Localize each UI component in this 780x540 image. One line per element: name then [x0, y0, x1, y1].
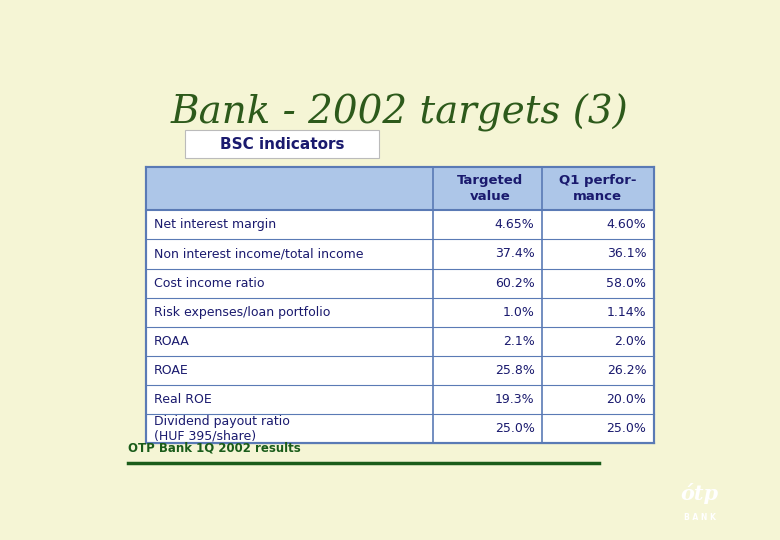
Text: 2.1%: 2.1%: [503, 335, 534, 348]
Text: 60.2%: 60.2%: [495, 276, 534, 289]
Text: Dividend payout ratio
(HUF 395/share): Dividend payout ratio (HUF 395/share): [154, 415, 289, 443]
Text: 2.0%: 2.0%: [615, 335, 647, 348]
Text: BSC indicators: BSC indicators: [220, 137, 344, 152]
Bar: [146, 167, 654, 210]
Text: ótp: ótp: [681, 483, 718, 504]
FancyBboxPatch shape: [185, 130, 378, 158]
Text: 4.60%: 4.60%: [607, 218, 647, 231]
Text: Cost income ratio: Cost income ratio: [154, 276, 264, 289]
Text: Risk expenses/loan portfolio: Risk expenses/loan portfolio: [154, 306, 330, 319]
Text: Q1 perfor-
mance: Q1 perfor- mance: [559, 174, 636, 203]
Text: ROAE: ROAE: [154, 364, 189, 377]
Text: 26.2%: 26.2%: [607, 364, 647, 377]
Text: 25.8%: 25.8%: [495, 364, 534, 377]
Text: OTP Bank 1Q 2002 results: OTP Bank 1Q 2002 results: [128, 442, 300, 455]
Text: Bank - 2002 targets (3): Bank - 2002 targets (3): [171, 94, 629, 132]
Text: 1.14%: 1.14%: [607, 306, 647, 319]
Text: 1.0%: 1.0%: [502, 306, 534, 319]
Text: Net interest margin: Net interest margin: [154, 218, 276, 231]
Text: 25.0%: 25.0%: [607, 422, 647, 435]
Text: Non interest income/total income: Non interest income/total income: [154, 247, 363, 260]
Bar: [146, 167, 654, 443]
Text: 19.3%: 19.3%: [495, 393, 534, 406]
Text: 36.1%: 36.1%: [607, 247, 647, 260]
Text: Real ROE: Real ROE: [154, 393, 211, 406]
Text: ROAA: ROAA: [154, 335, 190, 348]
Text: 58.0%: 58.0%: [606, 276, 647, 289]
Text: 37.4%: 37.4%: [495, 247, 534, 260]
Text: B A N K: B A N K: [684, 513, 715, 522]
Text: 25.0%: 25.0%: [495, 422, 534, 435]
Text: Targeted
value: Targeted value: [457, 174, 523, 203]
Text: 20.0%: 20.0%: [607, 393, 647, 406]
Text: 4.65%: 4.65%: [495, 218, 534, 231]
